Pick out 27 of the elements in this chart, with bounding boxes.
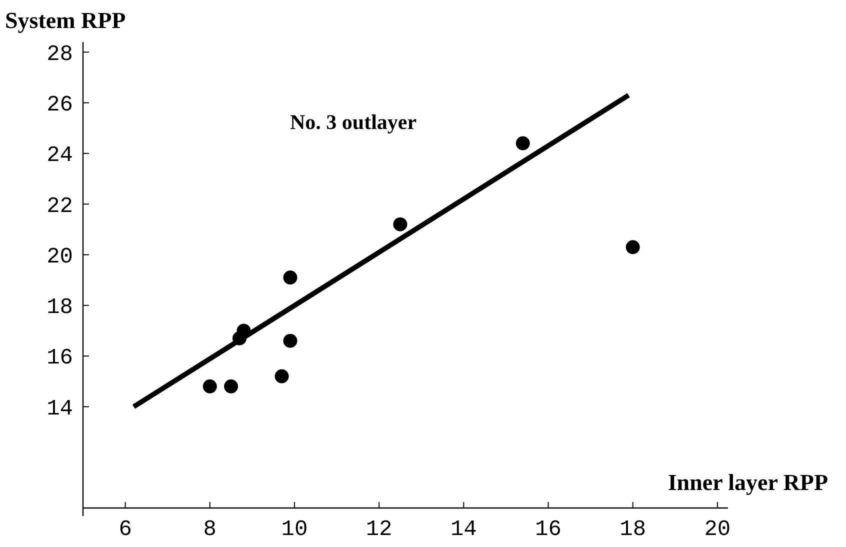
y-tick-label: 20	[46, 244, 73, 270]
x-tick-label: 10	[281, 517, 308, 542]
y-tick-label: 22	[46, 194, 73, 219]
y-tick-label: 28	[46, 42, 73, 67]
y-tick-label: 14	[46, 396, 73, 422]
x-tick-label: 20	[704, 517, 731, 542]
x-tick-label: 14	[450, 517, 477, 542]
annotation: No. 3 outlayer	[290, 110, 417, 134]
y-tick-label: 16	[46, 346, 73, 371]
x-tick-label: 8	[203, 517, 216, 542]
point	[283, 270, 298, 285]
x-tick-label: 16	[535, 517, 562, 542]
x-tick-label: 6	[118, 517, 132, 542]
x-tick-label: 18	[620, 517, 646, 542]
x-axis-title: Inner layer RPP	[668, 470, 828, 495]
point	[202, 379, 217, 394]
point	[283, 334, 298, 348]
point	[224, 379, 238, 394]
y-axis-title: System RPP	[5, 8, 126, 33]
y-tick-label: 18	[46, 295, 73, 320]
point	[626, 240, 640, 254]
point	[274, 369, 289, 384]
point	[393, 217, 408, 232]
x-tick-label: 12	[366, 517, 392, 542]
y-tick-label: 24	[46, 143, 73, 168]
y-tick-label: 26	[46, 92, 73, 118]
point	[516, 136, 530, 150]
